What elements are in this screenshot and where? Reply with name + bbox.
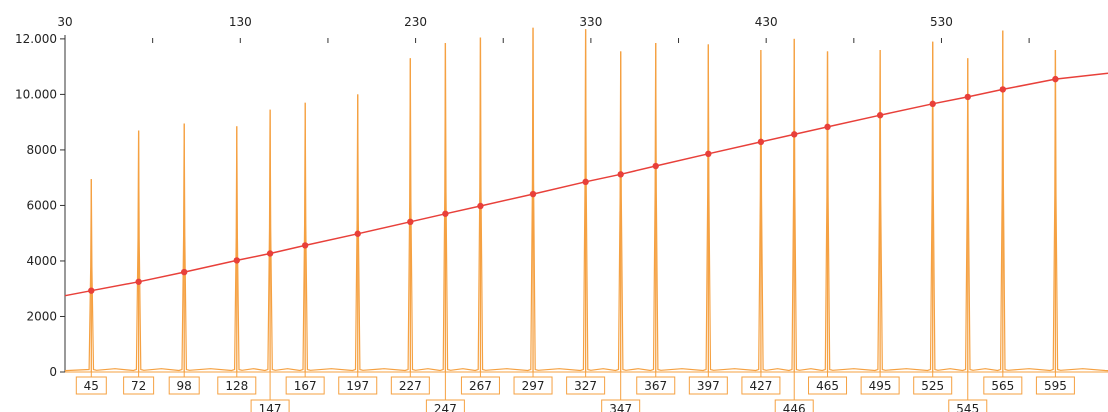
size-label: 565 bbox=[991, 379, 1014, 393]
y-axis: 0 2000 4000 6000 8000 10.000 12.000 bbox=[15, 32, 66, 379]
size-label-box bbox=[460, 376, 500, 395]
calibration-point bbox=[791, 131, 798, 138]
peaks-trace bbox=[64, 27, 1108, 372]
size-label-box bbox=[983, 376, 1023, 395]
size-label: 347 bbox=[609, 402, 632, 412]
calibration-point bbox=[354, 230, 361, 237]
peaks-series bbox=[64, 27, 1108, 373]
size-label-box bbox=[513, 376, 553, 395]
y-axis-tick-label: 12.000 bbox=[15, 32, 57, 46]
calibration-point bbox=[617, 171, 624, 178]
calibration-point bbox=[1052, 75, 1059, 83]
calibration-point bbox=[929, 100, 936, 108]
top-axis: 30 130 230 330 430 530 bbox=[57, 15, 1030, 43]
size-label-box bbox=[1035, 376, 1075, 395]
size-label: 367 bbox=[644, 379, 667, 393]
calibration-point bbox=[442, 210, 449, 217]
calibration-point bbox=[477, 202, 484, 210]
calibration-point bbox=[999, 86, 1007, 93]
y-axis-tick-label: 10.000 bbox=[15, 87, 57, 101]
size-label-box bbox=[601, 399, 641, 412]
size-label-box bbox=[123, 376, 155, 395]
size-label-box bbox=[425, 399, 465, 412]
size-label: 98 bbox=[177, 379, 192, 393]
size-label: 147 bbox=[259, 402, 282, 412]
calibration-point bbox=[652, 162, 659, 170]
calibration-point bbox=[233, 257, 240, 264]
top-axis-tick-label: 130 bbox=[229, 15, 252, 29]
top-axis-tick-label: 30 bbox=[57, 15, 72, 29]
size-label-box bbox=[217, 376, 257, 395]
size-label-box bbox=[390, 376, 430, 395]
size-label-box bbox=[948, 399, 988, 412]
size-label: 495 bbox=[869, 379, 892, 393]
size-label-box bbox=[774, 399, 814, 412]
size-label-box bbox=[75, 376, 107, 395]
calibration-point bbox=[757, 138, 765, 146]
y-axis-tick-label: 0 bbox=[49, 365, 57, 379]
size-label-box bbox=[808, 376, 848, 395]
calibration-point bbox=[705, 150, 712, 158]
size-label-box bbox=[913, 376, 953, 395]
size-label-box bbox=[250, 399, 290, 412]
size-label-box bbox=[860, 376, 900, 395]
y-axis-tick-label: 4000 bbox=[26, 254, 57, 268]
calibration-point bbox=[582, 178, 589, 186]
size-label: 227 bbox=[399, 379, 422, 393]
size-label: 167 bbox=[294, 379, 317, 393]
size-label: 545 bbox=[956, 402, 979, 412]
calibration-point bbox=[824, 123, 831, 131]
size-label-box bbox=[688, 376, 728, 395]
calibration-point bbox=[181, 268, 188, 276]
size-label: 197 bbox=[346, 379, 369, 393]
top-axis-tick-label: 530 bbox=[930, 15, 953, 29]
calibration-point bbox=[266, 250, 274, 257]
size-label: 297 bbox=[522, 379, 545, 393]
size-label: 427 bbox=[749, 379, 772, 393]
y-axis-tick-label: 2000 bbox=[26, 309, 57, 323]
size-label: 465 bbox=[816, 379, 839, 393]
size-label: 267 bbox=[469, 379, 492, 393]
size-label: 397 bbox=[697, 379, 720, 393]
size-label-box bbox=[566, 376, 606, 395]
size-label: 525 bbox=[921, 379, 944, 393]
calibration-line-series bbox=[64, 72, 1108, 297]
y-axis-tick-label: 6000 bbox=[26, 198, 57, 212]
calibration-point bbox=[876, 112, 884, 119]
size-label: 72 bbox=[131, 379, 146, 393]
size-label-box bbox=[338, 376, 378, 395]
size-label-box bbox=[741, 376, 781, 395]
top-axis-tick-label: 430 bbox=[755, 15, 778, 29]
size-label: 327 bbox=[574, 379, 597, 393]
calibration-point bbox=[407, 218, 414, 226]
size-label: 128 bbox=[225, 379, 248, 393]
calibration-point bbox=[301, 242, 309, 249]
size-label-box bbox=[168, 376, 200, 395]
calibration-point bbox=[964, 93, 971, 101]
size-label: 446 bbox=[783, 402, 806, 412]
top-axis-tick-label: 230 bbox=[404, 15, 427, 29]
y-axis-tick-label: 8000 bbox=[26, 143, 57, 157]
size-label: 595 bbox=[1044, 379, 1067, 393]
calibration-point bbox=[135, 278, 142, 285]
calibration-point bbox=[88, 287, 95, 294]
calibration-point bbox=[529, 190, 537, 198]
size-label-box bbox=[636, 376, 676, 395]
size-label: 247 bbox=[434, 402, 457, 412]
top-axis-tick-label: 330 bbox=[579, 15, 602, 29]
size-labels: 45 72 98 128 147 167 197 227 247 267 297 327 347 367 3… bbox=[75, 372, 1075, 412]
size-label-box bbox=[285, 376, 325, 395]
size-label: 45 bbox=[84, 379, 99, 393]
